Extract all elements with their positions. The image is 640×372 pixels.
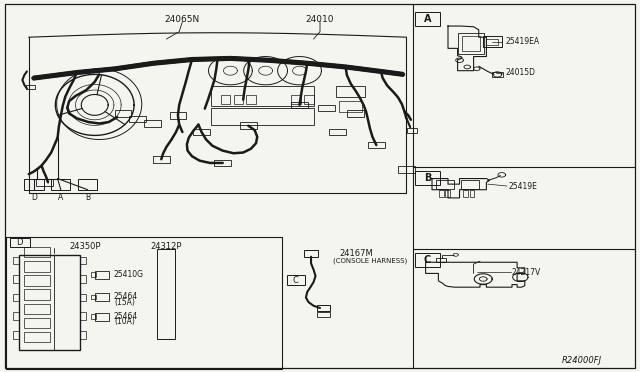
Bar [80,294,86,301]
Bar [445,190,450,197]
Bar [13,294,19,301]
Bar [246,95,256,104]
Text: (CONSOLE HARNESS): (CONSOLE HARNESS) [333,257,407,264]
Bar [407,128,417,133]
Text: (10A): (10A) [114,317,135,326]
Text: C: C [292,276,299,285]
Bar [78,179,97,190]
Bar [51,179,70,190]
Bar [436,180,454,189]
Bar [339,101,362,112]
Bar [368,142,385,148]
Bar [463,190,468,197]
Bar [415,12,440,26]
Bar [80,257,86,264]
Bar [129,116,146,122]
Bar [398,166,415,173]
Bar [144,120,161,127]
Bar [13,312,19,320]
Text: 25464: 25464 [114,312,138,321]
Bar [6,237,282,369]
Bar [193,129,210,135]
Bar [470,190,474,197]
Bar [304,250,318,257]
Bar [329,129,346,135]
Text: A: A [424,14,431,24]
Bar [24,318,50,328]
Bar [91,314,96,319]
Bar [80,275,86,283]
Bar [24,304,50,314]
Bar [221,95,230,104]
Bar [26,85,35,89]
Bar [347,110,364,117]
Bar [415,253,440,267]
Bar [486,39,498,45]
Bar [211,86,314,106]
Text: 25419E: 25419E [509,182,538,190]
Bar [304,95,314,104]
Bar [415,171,440,185]
Text: D: D [31,193,37,202]
Text: 24010: 24010 [306,15,334,24]
Bar [317,312,330,317]
Bar [24,275,50,286]
Bar [13,331,19,339]
Bar [13,275,19,283]
Text: B: B [85,193,90,202]
Bar [318,105,335,111]
Text: 24065N: 24065N [164,15,200,24]
Bar [19,255,80,350]
Bar [492,72,503,77]
Text: 24312P: 24312P [150,242,182,251]
Text: B: B [424,173,431,183]
Text: 24167M: 24167M [339,249,373,258]
Bar [91,272,96,277]
Bar [157,249,175,339]
Bar [483,36,502,46]
Bar [458,33,484,54]
Bar [115,110,131,117]
Bar [336,86,365,97]
Bar [214,160,231,166]
Bar [24,261,50,272]
Bar [439,190,444,197]
Text: 24015D: 24015D [506,68,536,77]
Bar [461,180,479,189]
Bar [10,238,30,247]
Bar [24,247,50,257]
Bar [211,108,314,125]
Bar [240,122,257,129]
Text: R24000FJ: R24000FJ [561,356,602,365]
Bar [291,102,308,108]
Bar [80,331,86,339]
Bar [234,95,243,104]
Bar [80,312,86,320]
Bar [95,293,109,301]
Bar [317,305,330,311]
Bar [462,36,480,51]
Text: 24350P: 24350P [69,242,101,251]
Bar [436,258,446,262]
Bar [24,332,50,342]
Bar [36,179,53,186]
Bar [91,295,96,299]
Bar [24,289,50,300]
Bar [287,275,305,285]
Bar [291,95,301,104]
Text: 25419EA: 25419EA [506,37,540,46]
Bar [24,179,44,190]
Bar [95,313,109,321]
Text: 24217V: 24217V [512,268,541,277]
Bar [170,112,186,119]
Text: D: D [17,238,23,247]
Text: 25464: 25464 [114,292,138,301]
Bar [95,271,109,279]
Bar [13,257,19,264]
Bar [153,156,170,163]
Text: A: A [58,193,63,202]
Text: 25410G: 25410G [114,270,144,279]
Text: (15A): (15A) [114,298,135,307]
Text: C: C [424,255,431,264]
